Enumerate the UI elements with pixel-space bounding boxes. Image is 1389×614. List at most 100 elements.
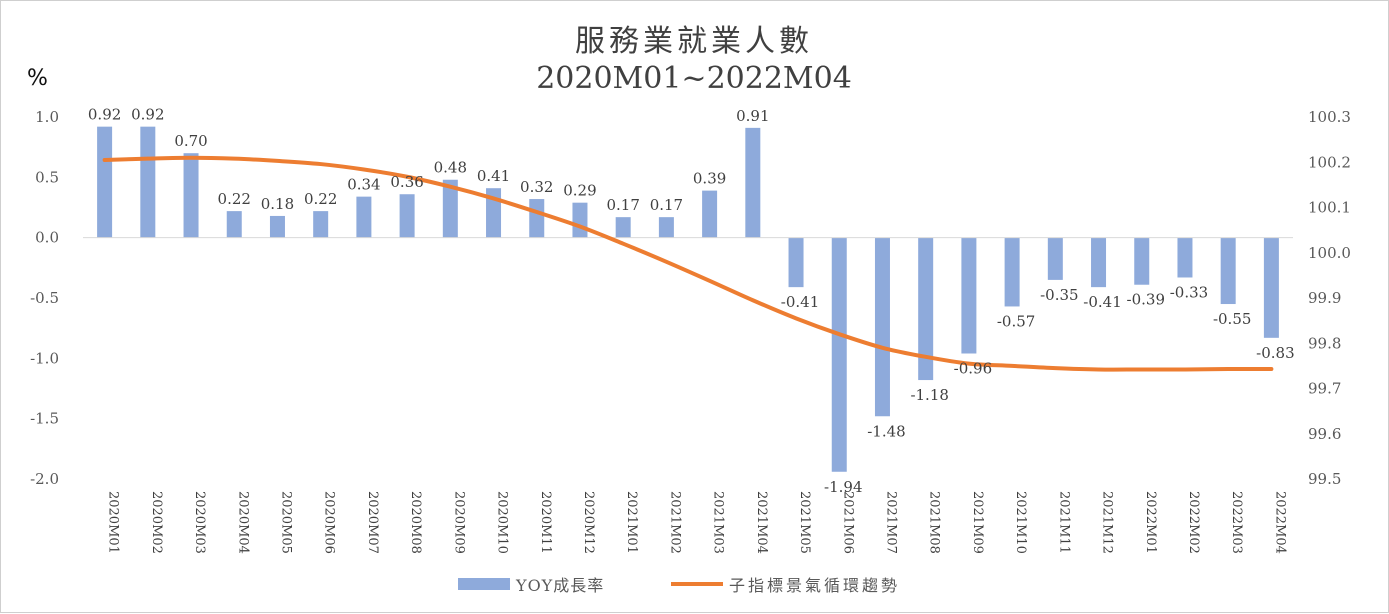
bar-data-label: -1.94 — [824, 478, 862, 496]
bar-data-label: -0.57 — [997, 312, 1035, 330]
x-tick-label: 2022M03 — [1229, 491, 1244, 554]
x-tick-label: 2020M11 — [538, 491, 553, 554]
bar — [572, 202, 588, 238]
trend-line — [102, 155, 1274, 372]
legend: YOY成長率 子指標景氣循環趨勢 — [458, 576, 897, 595]
x-tick-label: 2021M10 — [1013, 491, 1028, 554]
right-tick-label: 99.8 — [1308, 334, 1341, 352]
bar-series — [97, 126, 1279, 472]
x-tick-label: 2021M04 — [754, 491, 769, 554]
left-tick-label: 0.0 — [35, 229, 59, 247]
x-tick-label: 2020M02 — [149, 491, 164, 554]
bar — [399, 194, 415, 238]
left-tick-label: -1.5 — [30, 410, 59, 428]
bar — [140, 126, 156, 238]
x-tick-label: 2021M11 — [1056, 491, 1071, 554]
bar-data-label: 0.36 — [390, 173, 423, 191]
right-tick-label: 99.9 — [1308, 289, 1341, 307]
x-tick-label: 2020M10 — [495, 491, 510, 554]
x-tick-label: 2020M03 — [192, 491, 207, 554]
bar — [702, 190, 718, 238]
bar — [529, 199, 545, 238]
bar-data-label: -0.33 — [1170, 283, 1208, 301]
x-tick-label: 2021M03 — [711, 491, 726, 554]
x-tick-label: 2022M04 — [1272, 491, 1287, 554]
x-tick-label: 2020M06 — [322, 491, 337, 554]
y-axis-unit-label: % — [27, 66, 48, 91]
bar-data-label: 0.92 — [88, 106, 121, 124]
bar-data-label: 0.48 — [434, 159, 467, 177]
left-tick-label: -1.0 — [30, 349, 59, 367]
bar — [313, 211, 329, 238]
bar-data-label: 0.29 — [563, 182, 596, 200]
bar-data-label: 0.17 — [606, 196, 639, 214]
bar — [1047, 237, 1063, 280]
bar-data-label: 0.32 — [520, 178, 553, 196]
x-tick-label: 2020M04 — [235, 491, 250, 554]
legend-bar-label: YOY成長率 — [515, 576, 604, 595]
bar-data-label: -0.41 — [1083, 293, 1121, 311]
bar-data-label: -0.35 — [1040, 286, 1078, 304]
bar — [356, 196, 372, 238]
bar-data-label: 0.34 — [347, 176, 380, 194]
x-tick-label: 2021M05 — [797, 491, 812, 554]
bar-data-label: -1.48 — [867, 422, 905, 440]
bar — [788, 237, 804, 288]
bar — [183, 153, 199, 238]
x-tick-label: 2021M09 — [970, 491, 985, 554]
bar — [831, 237, 847, 472]
x-axis-ticks: 2020M01 2020M02 2020M03 2020M04 2020M05 2020M… — [106, 491, 1288, 554]
bar — [1091, 237, 1107, 288]
bar-data-label: 0.22 — [304, 190, 337, 208]
right-tick-label: 99.7 — [1308, 380, 1341, 398]
bar-data-labels: 0.92 0.92 0.70 0.22 0.18 0.22 0.34 0.36 0.48 0.41… — [88, 106, 1295, 496]
chart-subtitle: 2020M01~2022M04 — [536, 61, 852, 96]
bar-data-label: -0.39 — [1127, 291, 1165, 309]
bar-data-label: -0.83 — [1256, 344, 1294, 362]
right-tick-label: 100.2 — [1308, 153, 1351, 171]
bar — [745, 127, 761, 238]
chart-title: 服務業就業人數 — [575, 24, 813, 59]
bar-data-label: 0.92 — [131, 106, 164, 124]
bar-data-label: 0.22 — [218, 190, 251, 208]
x-tick-label: 2021M08 — [927, 491, 942, 554]
left-tick-label: -2.0 — [30, 470, 59, 488]
legend-bar-swatch — [458, 578, 510, 590]
x-tick-label: 2021M07 — [883, 491, 898, 554]
right-tick-label: 99.5 — [1308, 470, 1341, 488]
bar — [269, 215, 285, 238]
x-tick-label: 2021M12 — [1100, 491, 1115, 554]
x-tick-label: 2021M02 — [667, 491, 682, 554]
left-tick-label: 0.5 — [35, 168, 59, 186]
bar — [658, 217, 674, 238]
x-tick-label: 2022M01 — [1143, 491, 1158, 554]
x-tick-label: 2022M02 — [1186, 491, 1201, 554]
x-tick-label: 2020M08 — [408, 491, 423, 554]
left-tick-label: 1.0 — [35, 108, 59, 126]
x-tick-label: 2020M12 — [581, 491, 596, 554]
right-tick-label: 100.0 — [1308, 244, 1351, 262]
bar — [918, 237, 934, 381]
bar-data-label: -0.55 — [1213, 310, 1251, 328]
bar — [226, 211, 242, 238]
bar — [1004, 237, 1020, 307]
left-axis-ticks: 1.0 0.5 0.0 -0.5 -1.0 -1.5 -2.0 — [30, 108, 59, 488]
x-tick-label: 2021M01 — [624, 491, 639, 554]
x-tick-label: 2020M09 — [451, 491, 466, 554]
right-tick-label: 100.1 — [1308, 199, 1351, 217]
x-tick-label: 2020M05 — [278, 491, 293, 554]
right-tick-label: 100.3 — [1308, 108, 1351, 126]
bar-data-label: 0.39 — [693, 170, 726, 188]
bar-data-label: 0.18 — [261, 195, 294, 213]
bar — [1263, 237, 1279, 338]
bar — [1220, 237, 1236, 305]
right-axis-ticks: 100.3 100.2 100.1 100.0 99.9 99.8 99.7 99.6 99.5 — [1308, 108, 1351, 488]
bar — [1177, 237, 1193, 278]
x-tick-label: 2020M01 — [106, 491, 121, 554]
bar-data-label: 0.41 — [477, 167, 510, 185]
bar — [442, 179, 458, 238]
bar-data-label: -1.18 — [910, 386, 948, 404]
bar-data-label: -0.96 — [954, 360, 992, 378]
